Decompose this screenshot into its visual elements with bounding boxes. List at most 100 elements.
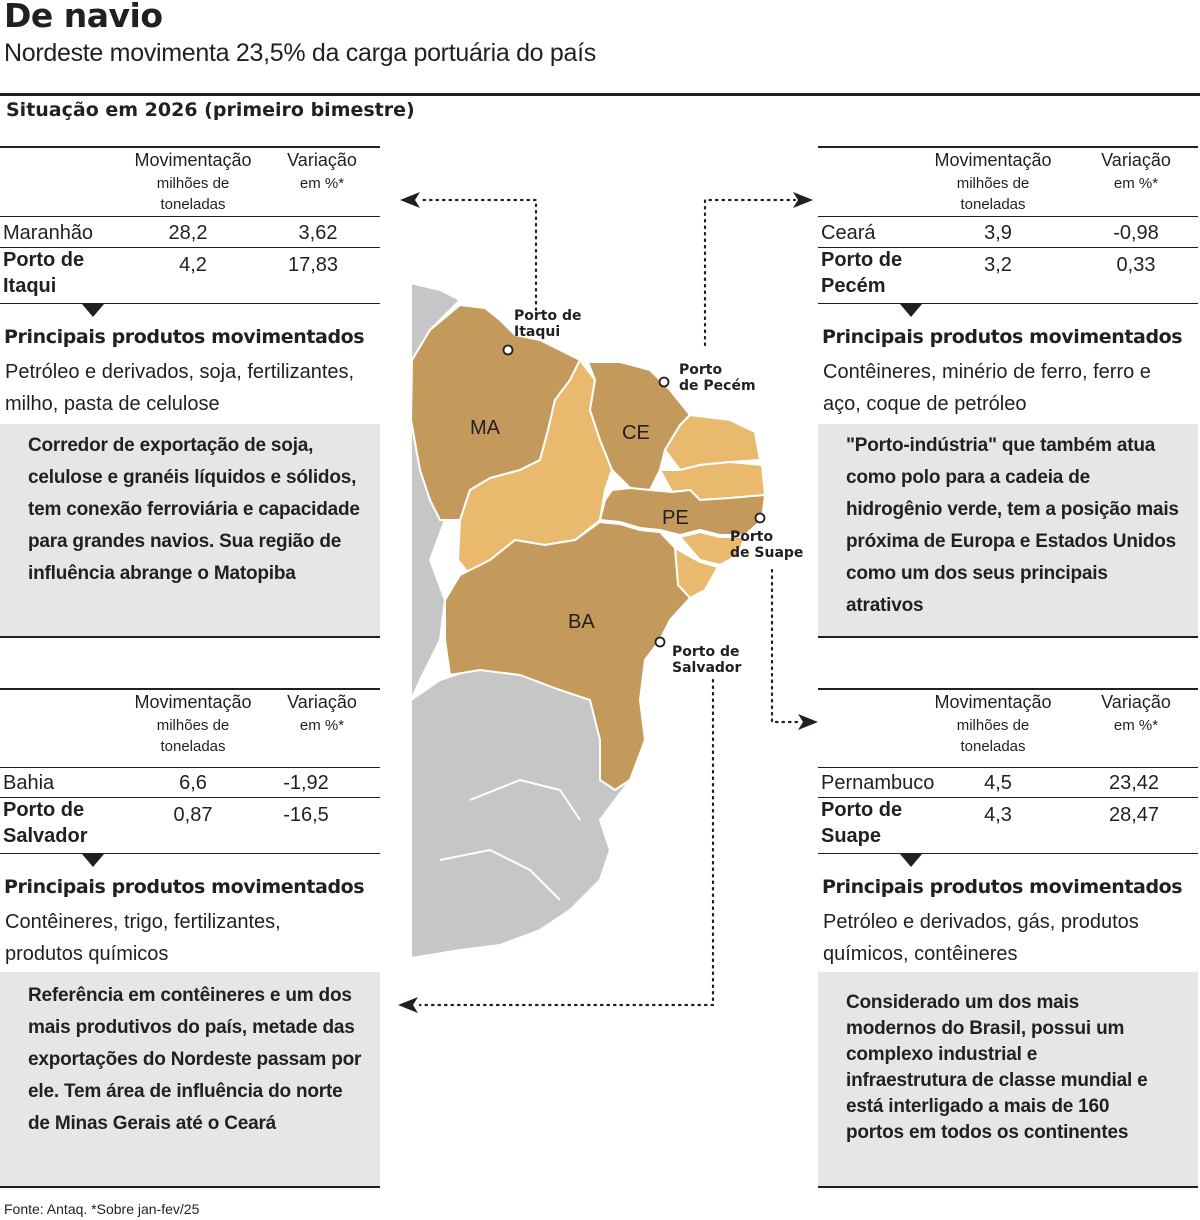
description-box: Referência em contêineres e um dos mais … xyxy=(0,972,380,1188)
products-title: Principais produtos movimentados xyxy=(822,326,1183,348)
state-pb xyxy=(658,460,767,502)
table-rule xyxy=(0,797,380,798)
description-text: Referência em contêineres e um dos mais … xyxy=(28,985,362,1134)
description-text: "Porto-indústria" que também atua como p… xyxy=(846,435,1179,616)
col-header-movimentacao: Movimentação xyxy=(934,692,1052,712)
port-marker-salvador xyxy=(654,636,666,648)
table-rule xyxy=(818,303,1198,304)
state-movimentacao: 6,6 xyxy=(179,772,207,794)
panel-bahia: Movimentação Variação milhões de tonelad… xyxy=(0,688,380,1190)
products-text: Petróleo e derivados, soja, fertilizante… xyxy=(5,361,355,415)
description-box: Corredor de exportação de soja, celulose… xyxy=(0,424,380,638)
state-movimentacao: 28,2 xyxy=(168,222,208,244)
connector-pecem xyxy=(703,198,797,347)
port-label-salvador: Porto de Salvador xyxy=(672,644,744,676)
map-label-pe: PE xyxy=(662,507,689,529)
port-marker-pecem xyxy=(658,376,670,388)
col-subheader-unit: milhões de toneladas xyxy=(156,717,230,755)
col-subheader-unit: milhões de toneladas xyxy=(956,175,1030,213)
products-title: Principais produtos movimentados xyxy=(4,326,365,348)
table-top-rule xyxy=(0,688,380,690)
section-heading: Situação em 2026 (primeiro bimestre) xyxy=(6,99,415,121)
down-triangle-icon xyxy=(900,304,922,317)
arrowhead-left-itaqui xyxy=(400,192,420,208)
arrowhead-right-suape xyxy=(798,714,818,730)
map-label-ce: CE xyxy=(622,422,650,444)
map-label-ba: BA xyxy=(568,611,595,633)
port-variacao: 17,83 xyxy=(287,254,339,276)
col-header-movimentacao: Movimentação xyxy=(934,150,1052,170)
port-label-pecem: Porto de Pecém xyxy=(679,362,756,394)
port-row-label: Porto de Salvador xyxy=(3,799,88,847)
state-se xyxy=(673,546,720,600)
col-subheader-pct: em %* xyxy=(299,175,345,192)
table-rule xyxy=(0,247,380,248)
state-al xyxy=(678,530,747,567)
col-header-variacao: Variação xyxy=(1101,150,1171,170)
table-rule xyxy=(818,247,1198,248)
arrowhead-left-salvador xyxy=(398,997,418,1013)
panel-pernambuco: Movimentação Variação milhões de tonelad… xyxy=(818,688,1198,1190)
table-top-rule xyxy=(818,146,1198,148)
header-divider xyxy=(0,93,1200,96)
state-row-label: Bahia xyxy=(3,772,55,794)
port-movimentacao: 0,87 xyxy=(173,804,213,826)
page-title: De navio xyxy=(4,0,163,35)
description-text: Corredor de exportação de soja, celulose… xyxy=(28,435,360,584)
products-text: Petróleo e derivados, gás, produtos quím… xyxy=(823,911,1139,965)
panel-maranhao: Movimentação Variação milhões de tonelad… xyxy=(0,146,380,640)
port-variacao: 28,47 xyxy=(1108,804,1160,826)
description-text: Considerado um dos mais modernos do Bras… xyxy=(846,992,1148,1143)
col-header-movimentacao: Movimentação xyxy=(134,692,252,712)
down-triangle-icon xyxy=(900,854,922,867)
state-row-label: Maranhão xyxy=(3,222,94,244)
state-ma xyxy=(409,303,582,521)
port-movimentacao: 4,2 xyxy=(179,254,207,276)
region-southeast-grey xyxy=(410,663,647,960)
state-ce xyxy=(586,361,692,492)
products-text: Contêineres, trigo, fertilizantes, produ… xyxy=(5,911,281,965)
port-row-label: Porto de Suape xyxy=(821,799,903,847)
page-subtitle: Nordeste movimenta 23,5% da carga portuá… xyxy=(4,39,596,67)
down-triangle-icon xyxy=(82,304,104,317)
port-marker-itaqui xyxy=(502,344,514,356)
port-movimentacao: 4,3 xyxy=(984,804,1012,826)
arrowhead-right-pecem xyxy=(793,192,813,208)
table-top-rule xyxy=(0,146,380,148)
state-variacao: -0,98 xyxy=(1113,222,1159,244)
col-header-variacao: Variação xyxy=(1101,692,1171,712)
state-movimentacao: 3,9 xyxy=(984,222,1012,244)
connector-itaqui xyxy=(418,198,538,312)
col-subheader-pct: em %* xyxy=(299,717,345,734)
state-variacao: -1,92 xyxy=(283,772,329,794)
region-north-grey xyxy=(409,281,462,701)
products-text: Contêineres, minério de ferro, ferro e a… xyxy=(823,361,1151,415)
state-pi xyxy=(456,358,614,577)
connector-salvador xyxy=(418,678,715,1007)
port-label-suape: Porto de Suape xyxy=(730,529,803,561)
port-marker-suape xyxy=(754,512,766,524)
table-rule xyxy=(818,216,1198,217)
port-variacao: 0,33 xyxy=(1116,254,1156,276)
map-label-ma: MA xyxy=(470,417,501,439)
col-header-variacao: Variação xyxy=(287,692,357,712)
col-subheader-unit: milhões de toneladas xyxy=(156,175,230,213)
state-rn xyxy=(663,413,762,472)
port-row-label: Porto de Itaqui xyxy=(3,249,85,297)
col-header-movimentacao: Movimentação xyxy=(134,150,252,170)
products-title: Principais produtos movimentados xyxy=(822,876,1183,898)
col-subheader-unit: milhões de toneladas xyxy=(956,717,1030,755)
table-rule xyxy=(818,853,1198,854)
connector-suape xyxy=(770,568,802,724)
panel-ceara: Movimentação Variação milhões de tonelad… xyxy=(818,146,1198,640)
state-pe xyxy=(598,486,767,537)
state-variacao: 3,62 xyxy=(298,222,338,244)
table-rule xyxy=(818,797,1198,798)
table-rule xyxy=(0,853,380,854)
state-row-label: Ceará xyxy=(821,222,876,244)
port-label-itaqui: Porto de Itaqui xyxy=(514,308,586,340)
state-row-label: Pernambuco xyxy=(821,772,935,794)
description-box: "Porto-indústria" que também atua como p… xyxy=(818,424,1198,638)
table-rule xyxy=(0,767,380,768)
table-rule xyxy=(0,303,380,304)
